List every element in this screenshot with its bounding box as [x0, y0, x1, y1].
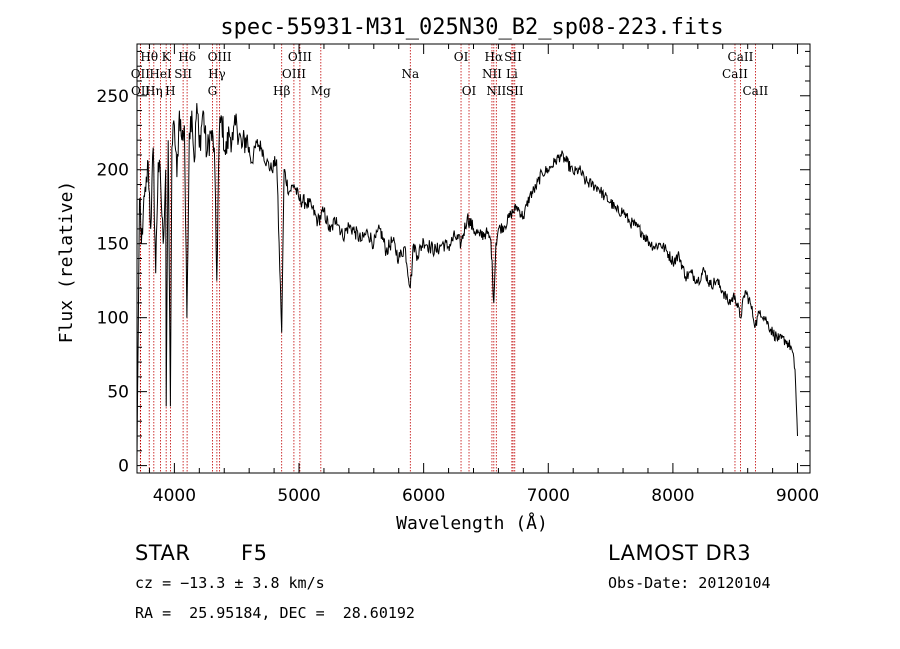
y-axis-ticks: 0 50 100 150 200 250 — [97, 50, 810, 477]
spectral-line-label: OI — [454, 50, 469, 64]
spectral-line-label: CaII — [728, 50, 754, 64]
spectral-line-label: Hγ — [208, 67, 226, 81]
x-tick-label: 4000 — [153, 486, 196, 506]
spectral-line-label: Hα — [485, 50, 504, 64]
x-tick-label: 5000 — [277, 486, 320, 506]
spectral-line-label: OI — [462, 84, 477, 98]
spectrum-series-line — [136, 103, 798, 459]
y-axis-label: Flux (relative) — [56, 181, 77, 344]
chart-title: spec-55931-M31_025N30_B2_sp08-223.fits — [220, 15, 723, 40]
x-tick-label: 8000 — [651, 486, 694, 506]
y-tick-label: 250 — [97, 87, 129, 107]
cz-value: cz = −13.3 ± 3.8 km/s — [135, 574, 325, 592]
spectral-line-label: SII — [504, 50, 522, 64]
spectral-line-label: NII — [482, 67, 502, 81]
spectral-line-label: Hβ — [273, 84, 290, 98]
spectral-line-label: HeI — [149, 67, 172, 81]
spectral-line-label: OII — [131, 67, 151, 81]
spectral-line-label: Li — [506, 67, 518, 81]
spectral-line-label: K — [162, 50, 172, 64]
spectral-line-label: Hδ — [178, 50, 196, 64]
survey-label: LAMOST DR3 — [608, 541, 752, 565]
obs-date: Obs-Date: 20120104 — [608, 574, 771, 592]
spectral-line-label: H — [165, 84, 175, 98]
ra-dec-coordinates: RA = 25.95184, DEC = 28.60192 — [135, 604, 415, 622]
spectral-line-label: SII — [506, 84, 524, 98]
y-tick-label: 200 — [97, 161, 129, 181]
y-tick-label: 50 — [107, 383, 129, 403]
x-axis-ticks: 4000 5000 6000 7000 8000 9000 — [148, 44, 819, 506]
spectral-line-label: Hη — [145, 84, 163, 98]
subclass-label: F5 — [241, 541, 268, 565]
spectral-line-label: Na — [401, 67, 419, 81]
spectral-line-label: OIII — [282, 67, 306, 81]
spectral-line-label: OIII — [208, 50, 232, 64]
y-tick-label: 0 — [118, 457, 129, 477]
y-tick-label: 100 — [97, 309, 129, 329]
spectral-line-label: CaII — [742, 84, 768, 98]
y-tick-label: 150 — [97, 235, 129, 255]
spectral-line-label: OII — [131, 84, 151, 98]
spectral-line-label: Mg — [311, 84, 331, 98]
spectral-line-label: NII — [486, 84, 506, 98]
spectral-line-label: OIII — [288, 50, 312, 64]
plot-frame — [136, 43, 811, 474]
spectral-line-label: Hθ — [140, 50, 158, 64]
x-tick-label: 7000 — [527, 486, 570, 506]
x-tick-label: 6000 — [402, 486, 445, 506]
spectral-line-label: G — [208, 84, 218, 98]
x-tick-label: 9000 — [776, 486, 819, 506]
spectral-line-markers — [139, 44, 756, 473]
classification-label: STAR — [135, 541, 191, 565]
spectral-line-label: CaII — [722, 67, 748, 81]
spectral-line-label: SII — [174, 67, 192, 81]
x-axis-label: Wavelength (Å) — [396, 512, 548, 534]
